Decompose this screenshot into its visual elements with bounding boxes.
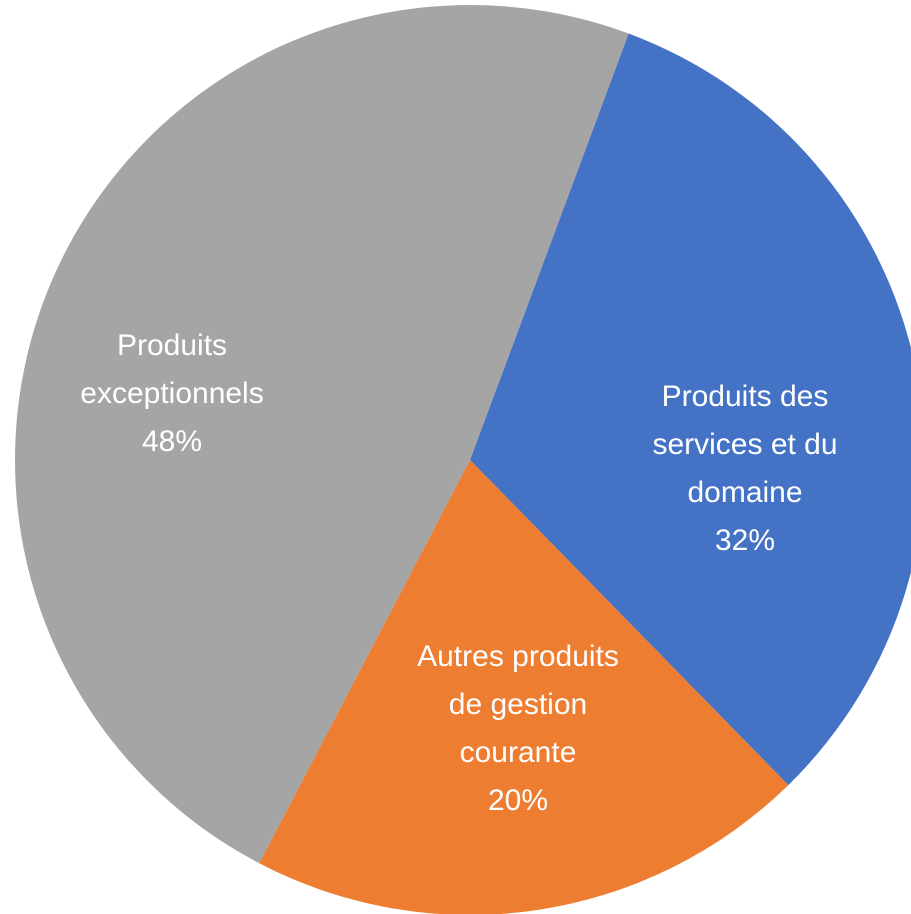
slice-label: Produits exceptionnels xyxy=(80,329,263,410)
pie-slice xyxy=(259,460,789,914)
slice-label: Produits des services et du domaine xyxy=(652,380,837,509)
slice-value-label: 20% xyxy=(488,784,548,817)
pie-slice xyxy=(470,33,911,786)
slice-label: Autres produits de gestion courante xyxy=(417,640,619,769)
slice-value-label: 48% xyxy=(142,425,202,458)
pie-slice xyxy=(14,4,629,864)
slice-value-label: 32% xyxy=(715,524,775,557)
